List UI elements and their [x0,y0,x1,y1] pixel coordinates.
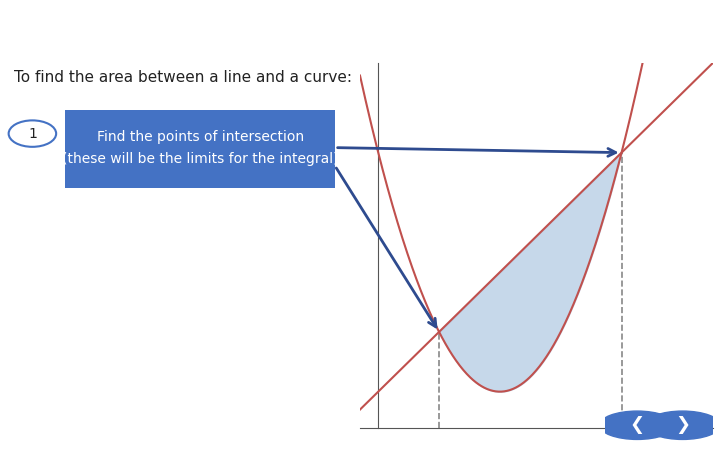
Circle shape [645,411,720,439]
Circle shape [599,411,675,439]
Text: 1: 1 [28,126,37,140]
Text: AREA BETWEEN A LINE AND A CURVE: AREA BETWEEN A LINE AND A CURVE [187,16,533,34]
Text: ❮: ❮ [629,416,645,434]
Text: 27: 27 [683,15,710,34]
Text: Find the points of intersection
(these will be the limits for the integral): Find the points of intersection (these w… [62,130,338,166]
Text: 25/05/2021: 25/05/2021 [569,17,656,32]
FancyBboxPatch shape [65,109,335,188]
Circle shape [9,121,56,147]
Text: ⌂: ⌂ [14,15,29,35]
Text: To find the area between a line and a curve:: To find the area between a line and a cu… [14,70,352,85]
Text: ❯: ❯ [675,416,690,434]
